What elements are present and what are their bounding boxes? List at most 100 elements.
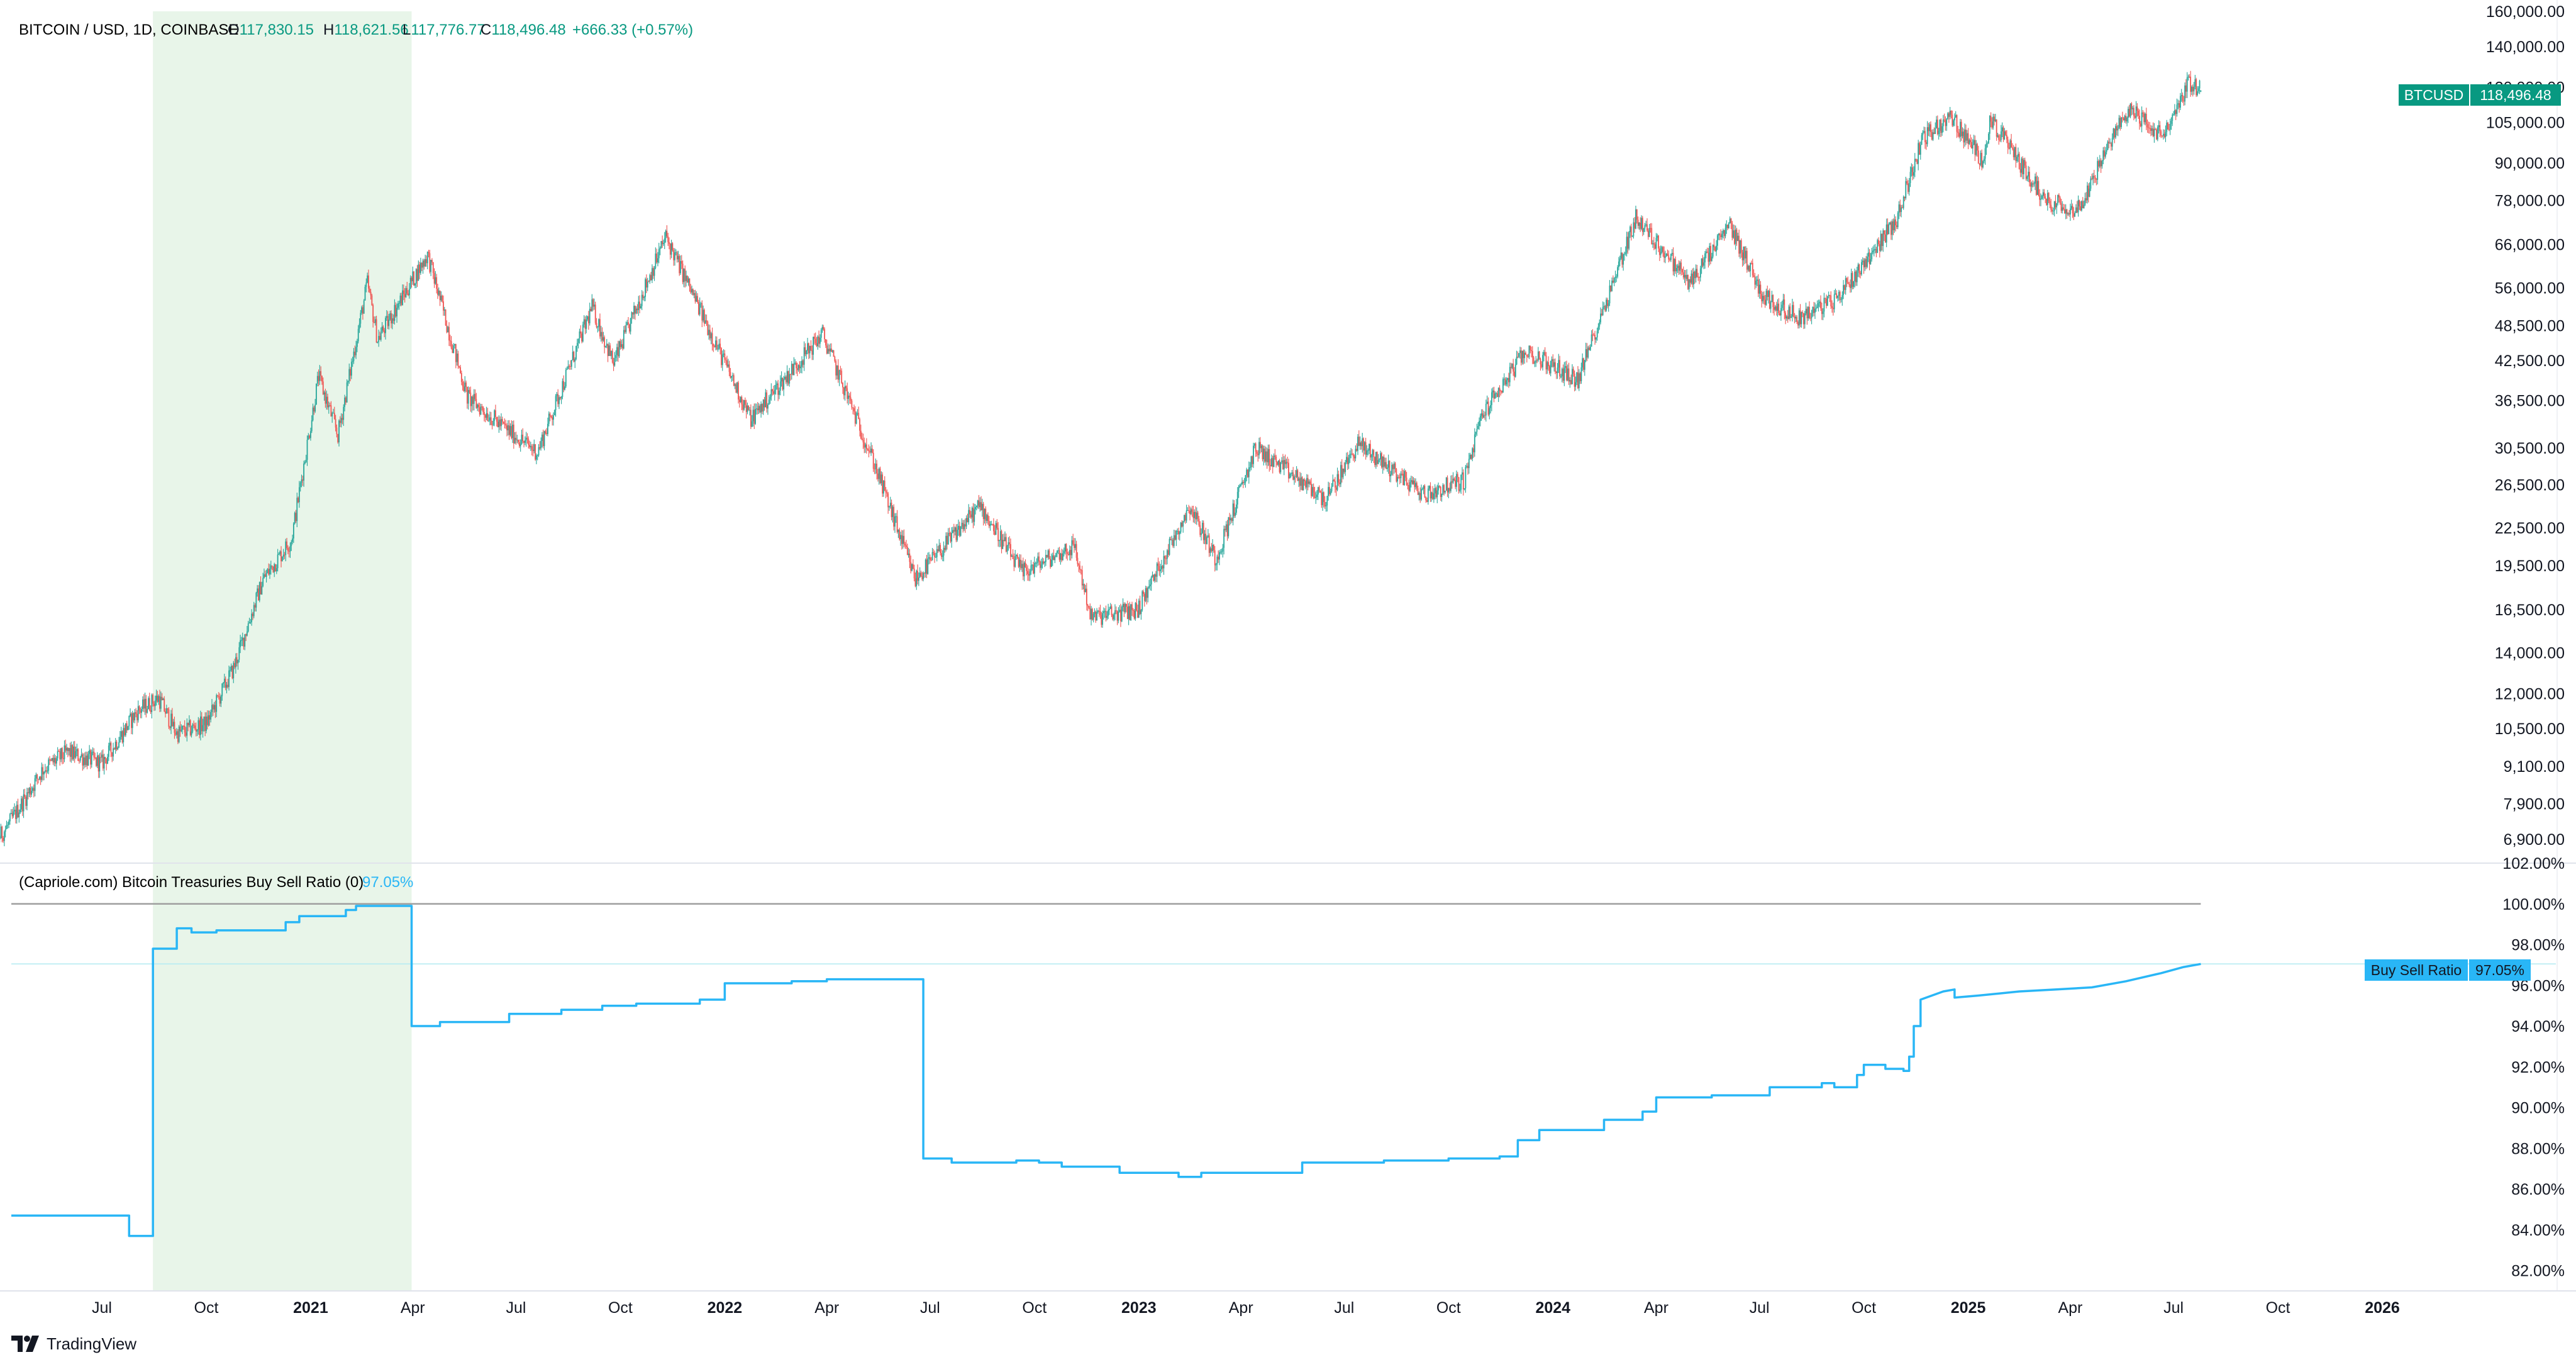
candle-body [1501,391,1503,393]
candle-body [793,363,795,376]
candle-body [811,350,813,355]
candle-body [1174,535,1176,540]
candle-body [325,392,326,404]
candle-body [2138,110,2140,116]
candle-body [1288,462,1289,479]
candle-body [1296,470,1297,477]
candle-body [70,745,72,757]
candle-body [1097,610,1099,612]
candle-body [1229,517,1231,521]
candle-body [1368,444,1370,451]
candle-body [2026,176,2028,179]
price-tag-value-bg [2470,84,2561,106]
candle-body [615,355,617,359]
candle-body [1796,316,1798,322]
candle-body [1195,511,1196,520]
candle-body [357,328,359,342]
candle-body [1782,299,1784,305]
highlight-band-ratio [153,863,412,1291]
candle-body [1028,574,1030,576]
candle-body [1557,367,1558,373]
candle-body [162,698,164,700]
candle-body [1415,483,1416,488]
candle-body [388,320,390,327]
candle-body [494,410,496,421]
candle-body [38,776,40,779]
candle-body [1705,251,1707,254]
candle-body [341,418,343,420]
candle-body [1019,559,1021,567]
candle-body [1172,539,1174,546]
candle-body [1250,456,1252,467]
candle-body [30,788,31,795]
tradingview-brand[interactable]: TradingView [11,1332,136,1355]
candle-body [1550,360,1552,374]
candle-body [430,260,432,272]
candle-body [1637,220,1639,226]
candle-body [2028,172,2029,177]
candle-body [1358,437,1360,446]
candle-body [1838,292,1840,296]
candle-body [1757,279,1759,294]
price-y-tick-label: 10,500.00 [2495,720,2565,738]
candle-body [1432,492,1433,500]
candle-body [1977,150,1979,164]
candle-body [428,252,430,254]
candle-body [40,776,42,780]
candle-body [1219,552,1220,560]
candle-body [1591,334,1592,347]
ohlc-close: C118,496.48 [480,21,566,38]
candle-body [979,502,981,508]
candle-body [1063,550,1065,554]
candle-body [280,551,282,562]
candle-body [170,713,172,728]
candle-body [1956,114,1958,132]
candle-body [1970,140,1972,142]
candle-body [302,479,304,481]
candle-body [1977,143,1978,151]
candle-body [153,703,155,706]
ratio-y-tick-label: 102.00% [2502,855,2565,873]
candle-body [498,419,500,427]
candle-body [1707,252,1709,262]
candle-body [1346,457,1348,464]
candle-body [934,552,936,557]
candle-body [2068,213,2070,215]
candle-body [113,748,114,757]
candle-body [1962,131,1963,137]
candle-body [1143,594,1145,601]
candle-body [1604,306,1606,311]
candle-body [841,371,843,383]
candle-body [111,752,113,757]
candle-body [1496,393,1498,398]
candle-body [810,345,812,350]
candle-body [1443,485,1445,493]
candle-body [1335,481,1336,488]
candle-body [438,290,440,295]
candle-body [1375,452,1377,466]
candle-body [1208,535,1210,553]
candle-body [2159,125,2161,131]
candle-body [2153,129,2155,137]
candle-body [1665,254,1667,257]
candle-body [356,341,358,347]
candle-body [1199,525,1201,535]
candle-body [1889,222,1890,225]
candle-body [1413,480,1414,484]
candle-body [1001,531,1002,549]
candle-body [919,572,921,578]
candle-body [547,423,548,434]
candle-body [927,558,929,574]
candle-body [281,556,283,562]
candle-body [449,340,451,342]
candle-body [1402,474,1404,486]
candle-body [821,327,823,330]
candle-body [638,301,640,310]
candle-body [1914,159,1916,172]
candle-body [872,449,873,453]
candle-body [762,399,764,412]
candle-body [831,350,833,352]
candle-body [1185,510,1187,521]
candle-body [1668,255,1670,260]
candle-body [1985,143,1987,148]
